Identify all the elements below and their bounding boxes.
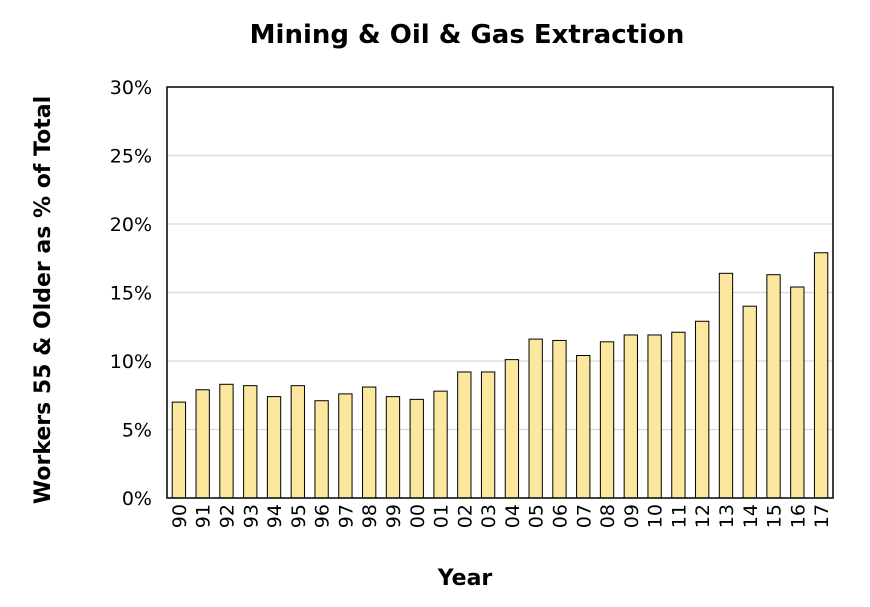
y-tick-labels: 0% 5% 10% 15% 20% 25% 30% — [110, 77, 152, 510]
bar — [314, 400, 329, 499]
x-tick-label: 08 — [597, 504, 619, 528]
bar — [219, 383, 234, 499]
bar — [504, 359, 520, 499]
plot-area-border — [166, 86, 834, 499]
y-tick-label: 5% — [122, 420, 152, 442]
x-tick-label: 90 — [169, 504, 191, 528]
x-tick-label: 96 — [312, 504, 334, 528]
x-tick-label: 13 — [716, 504, 738, 528]
x-tick-label: 03 — [478, 504, 500, 528]
bar — [362, 386, 377, 499]
bar — [623, 334, 638, 499]
bar — [813, 252, 829, 499]
bar — [576, 355, 591, 499]
x-tick-label: 17 — [811, 504, 833, 528]
x-tick-label: 05 — [526, 504, 548, 528]
bar — [766, 274, 781, 499]
x-tick-label: 01 — [431, 504, 453, 528]
chart-title: Mining & Oil & Gas Extraction — [250, 20, 685, 50]
bar — [409, 398, 424, 499]
y-tick-label: 20% — [110, 214, 152, 236]
bar — [742, 305, 757, 499]
y-tick-label: 25% — [110, 146, 152, 168]
x-axis-title: Year — [437, 566, 493, 591]
x-tick-label: 99 — [383, 504, 405, 528]
x-tick-label: 10 — [645, 504, 667, 528]
x-tick-labels: 90 91 92 93 94 95 96 97 98 99 00 01 02 03 04 05 06 07 08 09… — [169, 504, 833, 528]
x-tick-label: 16 — [787, 504, 809, 528]
bar — [171, 401, 187, 499]
x-tick-label: 06 — [549, 504, 571, 528]
x-tick-label: 91 — [193, 504, 215, 528]
x-tick-label: 04 — [502, 504, 524, 528]
bar — [790, 286, 805, 499]
bar — [599, 341, 615, 499]
x-tick-label: 00 — [407, 504, 429, 528]
x-tick-label: 97 — [335, 504, 357, 528]
bar — [552, 339, 567, 499]
x-tick-label: 15 — [764, 504, 786, 528]
x-tick-label: 12 — [692, 504, 714, 528]
bar — [290, 385, 305, 499]
bar — [385, 396, 401, 499]
x-tick-label: 14 — [740, 504, 762, 528]
x-tick-label: 93 — [240, 504, 262, 528]
bar — [195, 389, 210, 499]
y-tick-label: 15% — [110, 283, 152, 305]
bar — [243, 385, 258, 499]
y-tick-label: 10% — [110, 351, 152, 373]
x-tick-label: 94 — [264, 504, 286, 528]
x-tick-label: 02 — [454, 504, 476, 528]
bar — [718, 272, 734, 499]
y-axis-title: Workers 55 & Older as % of Total — [31, 96, 56, 504]
x-tick-label: 11 — [668, 504, 690, 528]
bar — [480, 371, 496, 499]
x-tick-label: 95 — [288, 504, 310, 528]
bar — [338, 393, 353, 499]
y-tick-label: 0% — [122, 488, 152, 510]
bar — [528, 338, 543, 499]
bars — [171, 252, 829, 499]
x-tick-label: 09 — [621, 504, 643, 528]
y-tick-label: 30% — [110, 77, 152, 99]
bar — [433, 390, 448, 499]
bar — [266, 396, 282, 499]
bar — [671, 331, 686, 499]
x-tick-label: 98 — [359, 504, 381, 528]
x-tick-label: 92 — [216, 504, 238, 528]
bar — [457, 371, 472, 499]
bar — [695, 320, 710, 499]
x-tick-label: 07 — [573, 504, 595, 528]
bar — [647, 334, 662, 499]
